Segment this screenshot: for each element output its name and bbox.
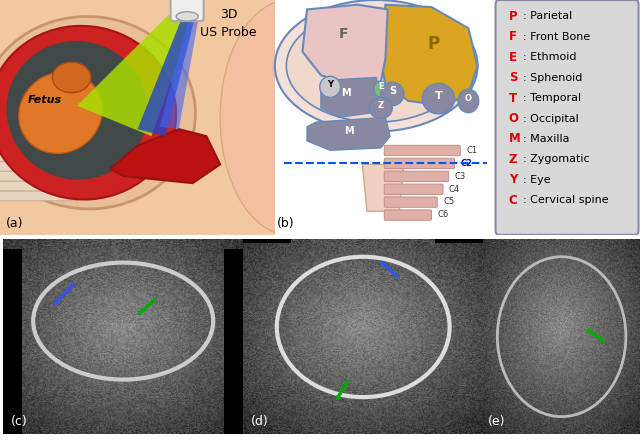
Text: : Maxilla: : Maxilla — [524, 134, 570, 144]
Text: : Ethmoid: : Ethmoid — [524, 52, 577, 62]
Text: T: T — [509, 92, 516, 105]
FancyBboxPatch shape — [0, 181, 79, 191]
FancyBboxPatch shape — [0, 152, 79, 161]
Ellipse shape — [275, 0, 477, 132]
Text: F: F — [339, 27, 349, 41]
Text: Fetus: Fetus — [28, 95, 61, 105]
Text: O: O — [465, 94, 472, 103]
Text: C2: C2 — [460, 159, 472, 168]
Text: Z: Z — [509, 153, 517, 166]
FancyBboxPatch shape — [171, 0, 204, 21]
Text: S: S — [388, 86, 396, 96]
Ellipse shape — [320, 76, 340, 97]
FancyBboxPatch shape — [0, 132, 79, 142]
Text: : Sphenoid: : Sphenoid — [524, 73, 582, 83]
Polygon shape — [307, 117, 390, 150]
Text: M: M — [344, 126, 353, 136]
Polygon shape — [303, 5, 388, 87]
FancyBboxPatch shape — [0, 161, 79, 171]
Polygon shape — [138, 5, 198, 136]
Text: E: E — [509, 51, 516, 64]
FancyBboxPatch shape — [0, 142, 79, 152]
FancyBboxPatch shape — [384, 145, 460, 155]
FancyBboxPatch shape — [384, 210, 431, 220]
Text: M: M — [509, 132, 520, 145]
Text: : Cervical spine: : Cervical spine — [524, 195, 609, 205]
Ellipse shape — [0, 26, 176, 199]
Polygon shape — [77, 5, 198, 136]
Polygon shape — [435, 239, 483, 243]
FancyBboxPatch shape — [384, 158, 454, 169]
Ellipse shape — [220, 0, 358, 235]
Text: : Occipital: : Occipital — [524, 113, 579, 124]
Text: : Zygomatic: : Zygomatic — [524, 155, 590, 164]
FancyBboxPatch shape — [495, 0, 639, 235]
Text: Y: Y — [509, 173, 517, 187]
Text: P: P — [428, 35, 440, 53]
FancyBboxPatch shape — [384, 197, 437, 207]
Text: F: F — [509, 31, 516, 43]
Text: US Probe: US Probe — [200, 27, 257, 39]
Text: : Eye: : Eye — [524, 175, 551, 185]
Polygon shape — [362, 164, 404, 211]
FancyBboxPatch shape — [0, 191, 79, 201]
Ellipse shape — [52, 62, 91, 93]
FancyBboxPatch shape — [0, 171, 79, 181]
Text: M: M — [341, 88, 351, 98]
Text: : Temporal: : Temporal — [524, 93, 581, 103]
Text: : Parietal: : Parietal — [524, 12, 573, 21]
Ellipse shape — [381, 82, 404, 106]
Text: (b): (b) — [277, 217, 295, 230]
Text: Y: Y — [327, 80, 333, 89]
Polygon shape — [3, 249, 22, 434]
Text: (a): (a) — [6, 217, 23, 230]
Text: E: E — [378, 82, 383, 91]
Text: C: C — [509, 194, 517, 207]
Text: O: O — [509, 112, 518, 125]
Text: P: P — [509, 10, 517, 23]
Text: (d): (d) — [250, 415, 268, 428]
Ellipse shape — [422, 83, 454, 114]
Polygon shape — [381, 5, 477, 105]
Ellipse shape — [0, 16, 195, 209]
Text: (c): (c) — [10, 415, 27, 428]
FancyBboxPatch shape — [384, 171, 449, 182]
Text: C3: C3 — [454, 171, 466, 181]
Text: 3D: 3D — [220, 8, 237, 20]
Ellipse shape — [286, 9, 466, 122]
Polygon shape — [243, 239, 291, 243]
Text: C4: C4 — [449, 184, 460, 194]
Text: S: S — [509, 71, 517, 84]
FancyBboxPatch shape — [384, 184, 443, 194]
Polygon shape — [159, 5, 201, 129]
Ellipse shape — [6, 40, 148, 181]
Text: Z: Z — [378, 101, 384, 110]
Ellipse shape — [458, 89, 479, 113]
Ellipse shape — [374, 81, 388, 97]
Text: C6: C6 — [437, 210, 449, 219]
Text: C1: C1 — [466, 146, 477, 155]
Polygon shape — [224, 249, 243, 434]
Text: (e): (e) — [488, 415, 506, 428]
Ellipse shape — [19, 72, 102, 153]
Ellipse shape — [176, 12, 198, 21]
Text: C5: C5 — [443, 198, 454, 206]
Polygon shape — [321, 78, 381, 117]
Polygon shape — [110, 129, 220, 183]
Ellipse shape — [369, 97, 392, 119]
Text: T: T — [435, 91, 442, 101]
Text: : Front Bone: : Front Bone — [524, 32, 591, 42]
